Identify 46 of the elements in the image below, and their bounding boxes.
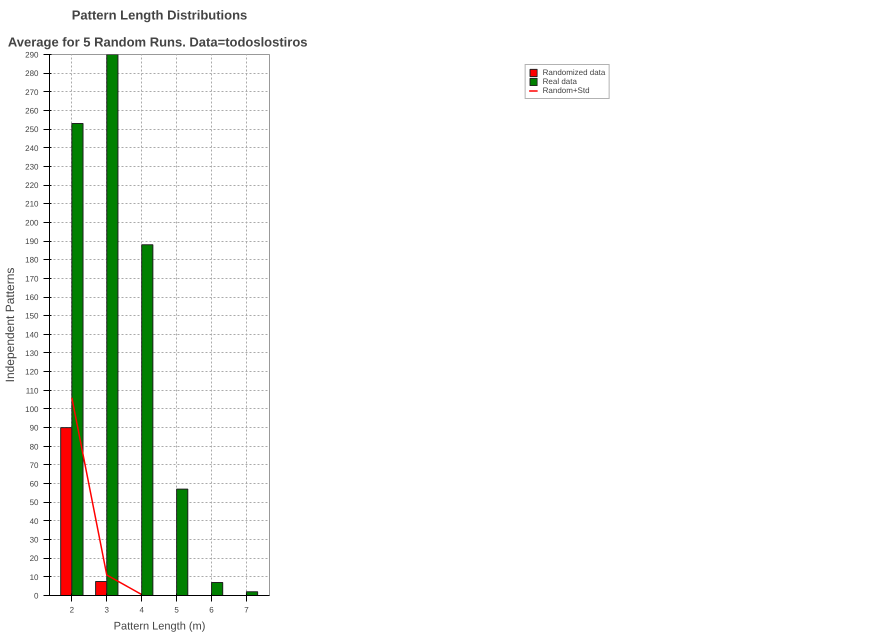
x-tick-label: 7: [244, 606, 250, 614]
y-tick-label: 230: [25, 162, 40, 172]
y-tick-label: 50: [30, 498, 40, 508]
x-tick-label: 6: [209, 606, 214, 614]
chart-subtitle: Average for 5 Random Runs. Data=todoslostiros: [8, 34, 308, 50]
y-tick-label: 250: [25, 125, 40, 134]
y-tick-label: 220: [25, 181, 40, 190]
y-tick-label: 140: [25, 330, 40, 340]
y-tick-label: 120: [25, 368, 40, 377]
y-tick-label: 160: [25, 293, 40, 302]
y-tick-label: 20: [30, 554, 40, 564]
y-tick-label: 260: [25, 106, 40, 116]
y-tick-label: 150: [25, 312, 40, 321]
x-tick-label: 5: [174, 606, 180, 614]
y-tick-label: 80: [30, 442, 40, 452]
y-tick-label: 10: [30, 572, 40, 582]
y-tick-label: 270: [25, 88, 40, 97]
legend-label: Randomized data: [542, 68, 606, 77]
chart-title: Pattern Length Distributions: [72, 8, 248, 22]
y-tick-label: 170: [25, 274, 40, 284]
x-tick-label: 4: [139, 606, 144, 614]
y-tick-label: 240: [25, 144, 40, 153]
y-tick-label: 0: [34, 592, 40, 600]
y-tick-label: 60: [30, 480, 40, 489]
y-tick-label: 90: [30, 424, 40, 433]
y-tick-label: 210: [25, 200, 40, 209]
x-axis-title: Pattern Length (m): [114, 620, 206, 632]
y-tick-label: 110: [26, 386, 40, 396]
y-tick-label: 190: [25, 237, 40, 246]
bar: [211, 582, 224, 596]
y-tick-label: 40: [30, 516, 40, 526]
y-axis-title: Independent Patterns: [3, 268, 18, 382]
x-tick-label: 3: [104, 606, 110, 614]
y-tick-label: 280: [25, 69, 40, 78]
x-tick-label: 2: [70, 606, 75, 614]
bar: [176, 488, 188, 596]
y-tick-label: 290: [25, 50, 40, 60]
y-tick-label: 130: [25, 348, 40, 358]
y-tick-label: 70: [30, 460, 40, 470]
y-tick-label: 200: [25, 218, 40, 228]
y-tick-label: 100: [25, 404, 40, 414]
legend-label: Real data: [542, 77, 577, 86]
legend-label: Random+Std: [542, 86, 590, 95]
y-tick-label: 30: [30, 536, 40, 545]
bar: [141, 244, 154, 596]
y-tick-label: 180: [25, 256, 40, 265]
